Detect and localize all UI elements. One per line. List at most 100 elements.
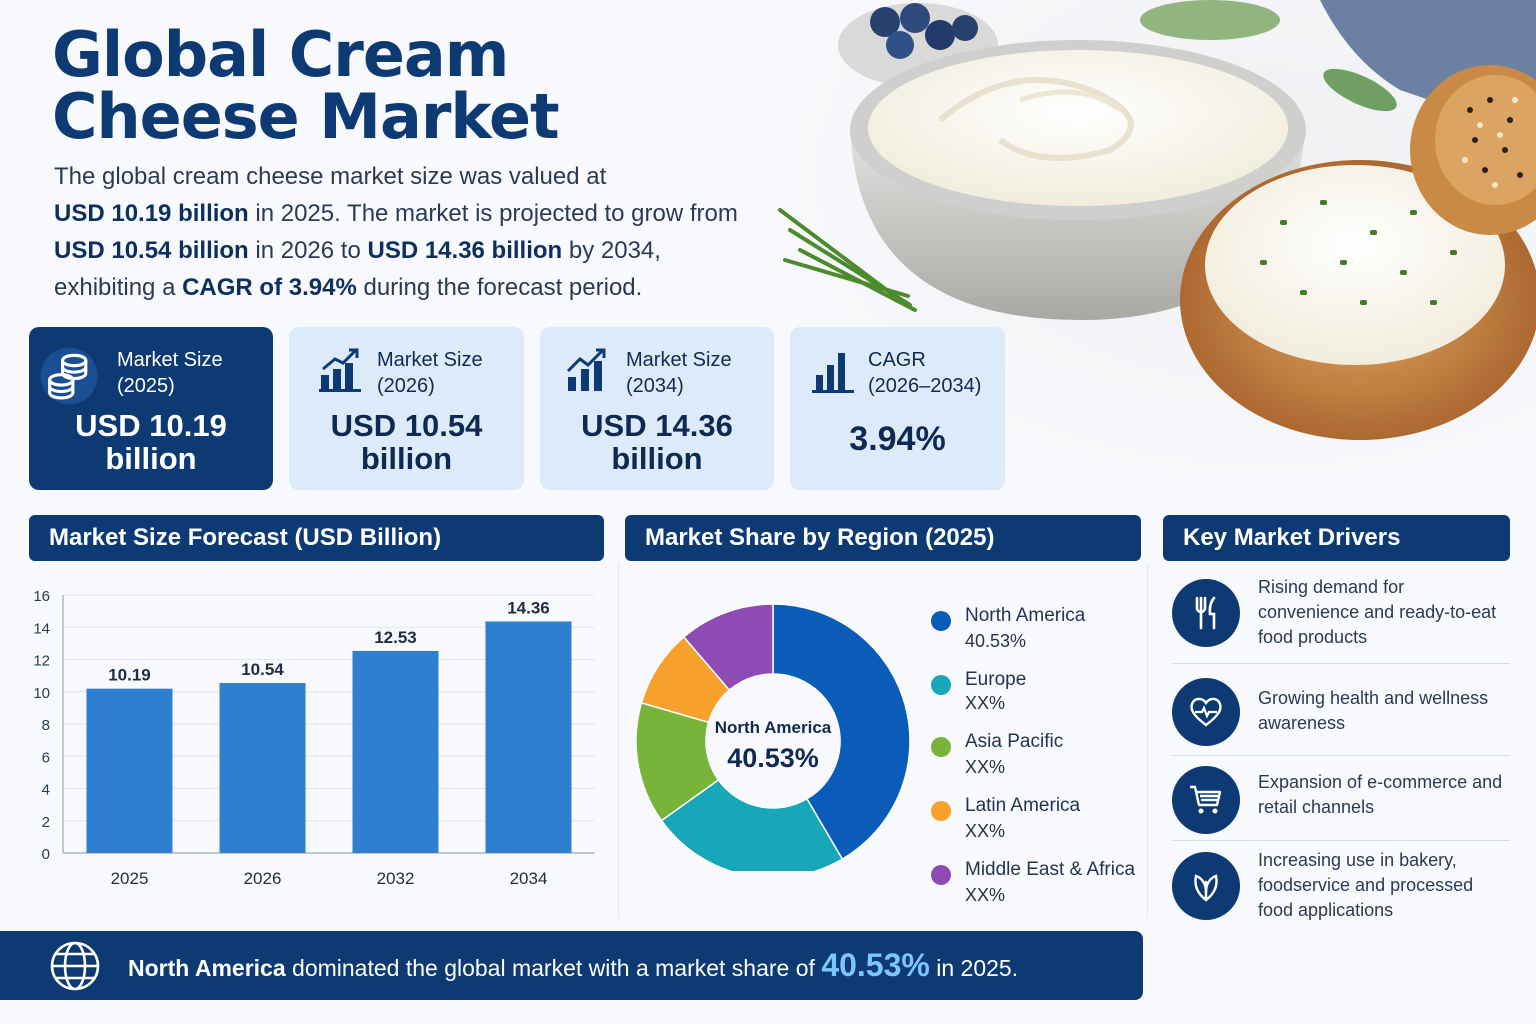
donut-slices	[635, 603, 911, 871]
bar-data-label: 14.36	[507, 598, 550, 617]
legend-name: Middle East & Africa	[965, 859, 1136, 880]
stat-card-label: CAGR (2026–2034)	[868, 349, 982, 397]
drivers-section-header: Key Market Drivers	[1163, 515, 1510, 561]
bar-data-label: 10.19	[108, 666, 151, 685]
stat-card-2034: Market Size (2034) USD 14.36 billion	[540, 327, 774, 490]
bar-data-label: 12.53	[374, 628, 417, 647]
hero-food-image	[760, 0, 1536, 500]
intro-text-1: The global cream cheese market size was …	[54, 163, 607, 190]
driver-icon-circle	[1172, 678, 1240, 746]
bar-2034	[485, 621, 572, 853]
driver-icon-circle	[1172, 852, 1240, 920]
stat-card-value: USD 10.19 billion	[75, 408, 227, 476]
legend-value: XX%	[965, 885, 1006, 905]
bar-2032	[352, 650, 439, 853]
donut-center-value: 40.53%	[727, 743, 819, 773]
bar-2025	[86, 688, 173, 853]
stat-card-2026: Market Size (2026) USD 10.54 billion	[289, 327, 524, 490]
stat-card-label: Market Size (2026)	[377, 349, 483, 397]
bar-2026	[219, 683, 306, 853]
intro-paragraph: The global cream cheese market size was …	[54, 158, 744, 306]
bar-chart-icon	[812, 353, 854, 393]
driver-item-bakery: Increasing use in bakery, foodservice an…	[1170, 848, 1510, 928]
legend-value: XX%	[965, 821, 1006, 841]
stat-card-2025: Market Size (2025) USD 10.19 billion	[29, 327, 273, 490]
x-tick-label: 2034	[510, 869, 548, 888]
y-tick-label: 2	[42, 814, 50, 831]
intro-value-cagr: CAGR of 3.94%	[182, 274, 357, 301]
driver-item-ecommerce: Expansion of e-commerce and retail chann…	[1170, 764, 1510, 836]
driver-icon-circle	[1172, 579, 1240, 647]
banner-end-text: in 2025.	[929, 955, 1019, 981]
legend-dot	[931, 611, 951, 631]
legend-name: North America	[965, 605, 1086, 626]
legend-dot	[931, 737, 951, 757]
stat-card-value: 3.94%	[849, 420, 946, 458]
intro-value-2026: USD 10.54 billion	[54, 237, 249, 264]
cart-icon	[1190, 785, 1222, 814]
region-section-header: Market Share by Region (2025)	[625, 515, 1141, 561]
legend-dot	[931, 675, 951, 695]
donut-slice-north-america	[772, 603, 911, 861]
leaf-icon	[1194, 874, 1218, 902]
legend-dot	[931, 801, 951, 821]
bar-chart-y-ticks: 0 2 4 6 8 10 12 14 16	[33, 588, 50, 863]
banner-region: North America	[128, 955, 286, 981]
intro-text-4: by 2034, exhibiting a	[54, 237, 661, 301]
driver-icon-circle	[1172, 766, 1240, 834]
bar-chart-bars	[86, 621, 572, 853]
x-tick-label: 2032	[377, 869, 415, 888]
banner-share-value: 40.53%	[821, 947, 930, 983]
driver-text: Increasing use in bakery, foodservice an…	[1258, 850, 1474, 920]
intro-text-5: during the forecast period.	[356, 274, 643, 301]
stat-card-value: USD 14.36 billion	[581, 408, 733, 476]
donut-slice-europe	[660, 778, 844, 871]
banner-mid-text: dominated the global market with a marke…	[285, 955, 822, 981]
y-tick-label: 0	[42, 846, 50, 863]
driver-item-convenience: Rising demand for convenience and ready-…	[1170, 575, 1510, 655]
y-tick-label: 6	[42, 749, 50, 766]
region-share-panel: North America 40.53% North America 40.53…	[618, 563, 1148, 918]
legend-value: XX%	[965, 693, 1006, 713]
region-donut-chart: North America 40.53%	[635, 603, 911, 871]
fork-knife-icon	[1195, 596, 1216, 630]
page-title: Global Cream Cheese Market	[52, 18, 560, 153]
intro-text-3: in 2026 to	[248, 237, 368, 264]
bar-chart-x-ticks: 2025 2026 2032 2034	[111, 869, 548, 888]
forecast-section-header: Market Size Forecast (USD Billion)	[29, 515, 604, 561]
driver-divider	[1172, 663, 1510, 664]
x-tick-label: 2025	[111, 869, 149, 888]
intro-text-2: in 2025. The market is projected to grow…	[248, 200, 738, 227]
donut-center-label: North America	[715, 718, 832, 737]
heart-pulse-icon	[1190, 697, 1222, 727]
intro-value-2025: USD 10.19 billion	[54, 200, 249, 227]
intro-value-2034: USD 14.36 billion	[367, 237, 563, 264]
legend-name: Asia Pacific	[965, 731, 1064, 752]
driver-divider	[1172, 755, 1510, 756]
donut-slice-middle-east-africa	[682, 603, 774, 692]
y-tick-label: 10	[33, 685, 50, 702]
y-tick-label: 16	[33, 588, 50, 605]
y-tick-label: 12	[33, 653, 50, 670]
coins-icon	[40, 347, 98, 405]
footer-banner: North America dominated the global marke…	[0, 931, 1143, 1000]
driver-text: Growing health and wellness awareness	[1258, 688, 1489, 733]
driver-divider	[1172, 840, 1510, 841]
legend-dot	[931, 865, 951, 885]
legend-name: Latin America	[965, 795, 1081, 816]
x-tick-label: 2026	[244, 869, 282, 888]
legend-name: Europe	[965, 669, 1027, 690]
stat-card-cagr: CAGR (2026–2034) 3.94%	[790, 327, 1005, 490]
legend-value: XX%	[965, 757, 1006, 777]
stat-card-label: Market Size (2025)	[117, 349, 223, 397]
driver-text: Expansion of e-commerce and retail chann…	[1258, 772, 1503, 817]
y-tick-label: 8	[42, 717, 50, 734]
bar-growth-icon	[319, 348, 361, 392]
legend-value: 40.53%	[965, 631, 1027, 651]
bar-chart-data-labels: 10.19 10.54 12.53 14.36	[108, 598, 550, 684]
stat-card-label: Market Size (2034)	[626, 349, 732, 397]
banner-text: North America dominated the global marke…	[128, 931, 1018, 1003]
globe-icon	[50, 941, 100, 991]
bar-growth-icon	[566, 348, 606, 391]
